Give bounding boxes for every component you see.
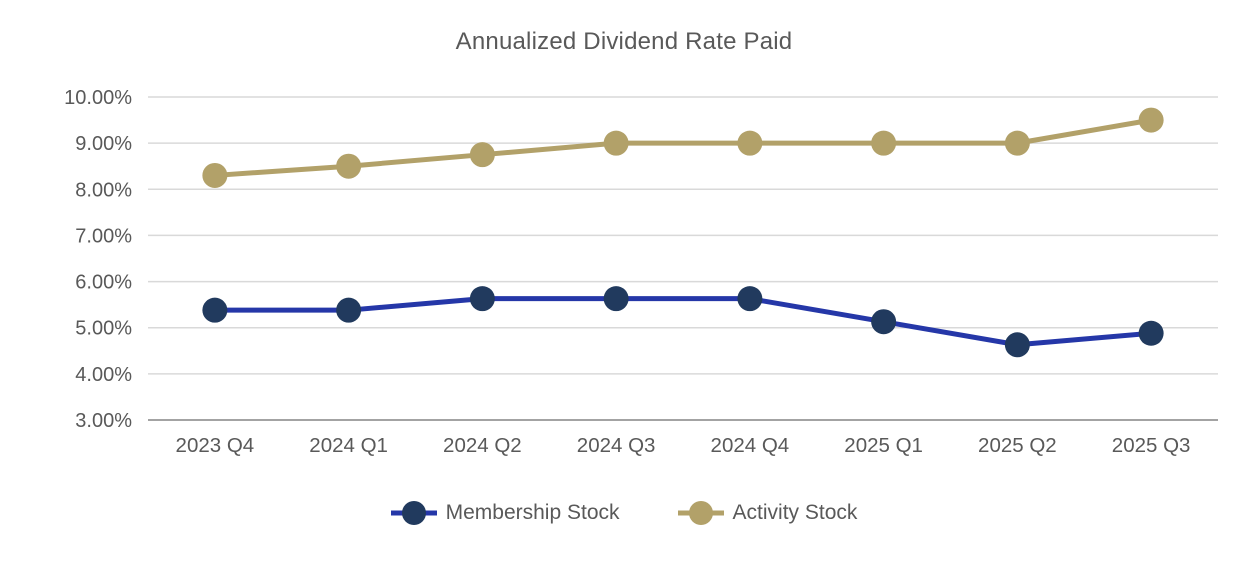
legend-label-membership-stock: Membership Stock bbox=[445, 501, 620, 524]
data-point-activity-stock bbox=[871, 130, 897, 156]
data-point-activity-stock bbox=[1138, 107, 1164, 133]
x-tick-label: 2024 Q2 bbox=[443, 434, 522, 457]
data-point-activity-stock bbox=[202, 162, 228, 188]
chart-title: Annualized Dividend Rate Paid bbox=[455, 28, 793, 55]
legend-item-membership-stock: Membership Stock bbox=[390, 498, 620, 528]
data-point-membership-stock bbox=[737, 286, 763, 312]
data-point-activity-stock bbox=[469, 142, 495, 168]
data-point-membership-stock bbox=[469, 286, 495, 312]
data-point-activity-stock bbox=[737, 130, 763, 156]
data-point-membership-stock bbox=[202, 297, 228, 323]
y-tick-label: 10.00% bbox=[64, 87, 132, 109]
data-point-membership-stock bbox=[336, 297, 362, 323]
x-tick-label: 2024 Q1 bbox=[309, 434, 388, 457]
data-point-activity-stock bbox=[603, 130, 629, 156]
series-line-activity-stock bbox=[212, 117, 1154, 178]
x-tick-label: 2023 Q4 bbox=[176, 434, 255, 457]
data-point-membership-stock bbox=[1138, 320, 1164, 346]
legend-item-activity-stock: Activity Stock bbox=[677, 498, 858, 528]
data-point-membership-stock bbox=[871, 309, 897, 335]
legend-marker-icon-activity-stock bbox=[677, 501, 724, 525]
y-tick-label: 8.00% bbox=[75, 179, 132, 201]
data-point-membership-stock bbox=[1004, 332, 1030, 358]
data-point-membership-stock bbox=[603, 286, 629, 312]
legend-label-activity-stock: Activity Stock bbox=[732, 501, 858, 524]
y-tick-label: 9.00% bbox=[75, 133, 132, 155]
legend-marker-icon-membership-stock bbox=[390, 501, 437, 525]
y-tick-label: 7.00% bbox=[75, 225, 132, 247]
y-tick-label: 6.00% bbox=[75, 272, 132, 294]
x-tick-label: 2024 Q3 bbox=[577, 434, 656, 457]
data-point-activity-stock bbox=[336, 153, 362, 179]
x-tick-label: 2025 Q3 bbox=[1112, 434, 1191, 457]
x-tick-label: 2025 Q1 bbox=[844, 434, 923, 457]
chart-legend: Membership Stock Activity Stock bbox=[0, 498, 1248, 528]
x-tick-label: 2024 Q4 bbox=[711, 434, 790, 457]
y-tick-label: 3.00% bbox=[75, 410, 132, 432]
y-tick-label: 5.00% bbox=[75, 318, 132, 340]
data-point-activity-stock bbox=[1004, 130, 1030, 156]
x-tick-label: 2025 Q2 bbox=[978, 434, 1057, 457]
series-line-membership-stock bbox=[212, 296, 1154, 348]
y-tick-label: 4.00% bbox=[75, 364, 132, 386]
